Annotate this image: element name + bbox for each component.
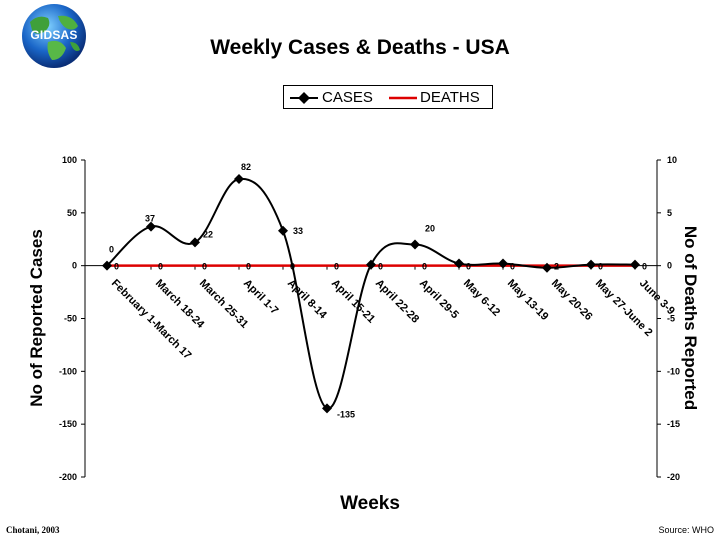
x-tick-label: May 13-19 xyxy=(505,277,551,323)
deaths-data-label: 0 xyxy=(334,262,339,272)
cases-marker xyxy=(322,403,332,414)
legend-cases-marker xyxy=(298,92,310,104)
cases-marker xyxy=(278,225,288,236)
footer-credit: Chotani, 2003 xyxy=(6,525,60,535)
y-tick-label-left: -100 xyxy=(59,366,77,376)
cases-data-label: 37 xyxy=(145,214,155,224)
legend-deaths-label: DEATHS xyxy=(420,89,480,106)
y-tick-label-right: -20 xyxy=(667,472,680,482)
deaths-data-label: 0 xyxy=(598,262,603,272)
cases-marker xyxy=(630,259,640,270)
x-tick-label: May 6-12 xyxy=(461,277,502,318)
x-axis-label: Weeks xyxy=(340,493,400,514)
y-tick-label-left: -150 xyxy=(59,419,77,429)
x-tick-label: April 22-28 xyxy=(373,277,421,325)
legend: CASES DEATHS xyxy=(283,85,493,109)
cases-marker xyxy=(102,260,112,271)
y-tick-label-right: 0 xyxy=(667,261,672,271)
y-tick-label-right: -15 xyxy=(667,419,680,429)
cases-marker xyxy=(542,262,552,273)
y-tick-label-left: 50 xyxy=(67,208,77,218)
y-tick-label-right: -5 xyxy=(667,314,675,324)
deaths-data-label: 0 xyxy=(642,262,647,272)
deaths-data-label: 0 xyxy=(378,262,383,272)
cases-marker xyxy=(190,237,200,248)
deaths-data-label: 0 xyxy=(246,262,251,272)
deaths-data-label: 0 xyxy=(158,262,163,272)
logo-text: GIDSAS xyxy=(30,28,78,42)
cases-data-label: 0 xyxy=(109,245,114,255)
cases-marker xyxy=(146,221,156,232)
deaths-data-label: 0 xyxy=(510,262,515,272)
cases-marker xyxy=(234,174,244,185)
x-tick-label: April 8-14 xyxy=(285,277,330,322)
cases-data-label: 22 xyxy=(203,229,213,239)
cases-marker xyxy=(366,259,376,270)
deaths-data-label: 0 xyxy=(202,262,207,272)
y-tick-label-left: 100 xyxy=(62,155,77,165)
gidsas-logo: GIDSAS xyxy=(18,2,90,70)
cases-series-line xyxy=(106,177,636,410)
cases-data-label: -135 xyxy=(337,409,355,419)
x-tick-label: May 20-26 xyxy=(549,277,595,323)
y-tick-label-left: 0 xyxy=(72,261,77,271)
deaths-data-label: 0 xyxy=(422,262,427,272)
deaths-data-label: 0 xyxy=(466,262,471,272)
x-tick-label: April 29-5 xyxy=(417,277,461,321)
y-tick-label-right: 10 xyxy=(667,155,677,165)
cases-data-label: 20 xyxy=(425,224,435,234)
legend-markers xyxy=(290,92,417,104)
y-tick-label-left: -200 xyxy=(59,472,77,482)
cases-marker xyxy=(454,258,464,269)
legend-cases-label: CASES xyxy=(322,89,373,106)
y-tick-label-right: 5 xyxy=(667,208,672,218)
cases-data-label: 82 xyxy=(241,162,251,172)
globe-icon xyxy=(22,4,86,68)
y-tick-label-left: -50 xyxy=(64,314,77,324)
cases-marker xyxy=(586,259,596,270)
x-tick-label: April 1-7 xyxy=(241,277,281,317)
cases-data-label: 33 xyxy=(293,226,303,236)
footer-source: Source: WHO xyxy=(658,525,714,535)
chart-title: Weekly Cases & Deaths - USA xyxy=(210,36,510,59)
cases-marker xyxy=(498,258,508,269)
x-tick-label: February 1-March 17 xyxy=(109,277,194,362)
deaths-data-label: 0 xyxy=(114,262,119,272)
cases-marker xyxy=(410,239,420,250)
y-tick-label-right: -10 xyxy=(667,366,680,376)
x-tick-label: April 15-21 xyxy=(329,277,377,325)
